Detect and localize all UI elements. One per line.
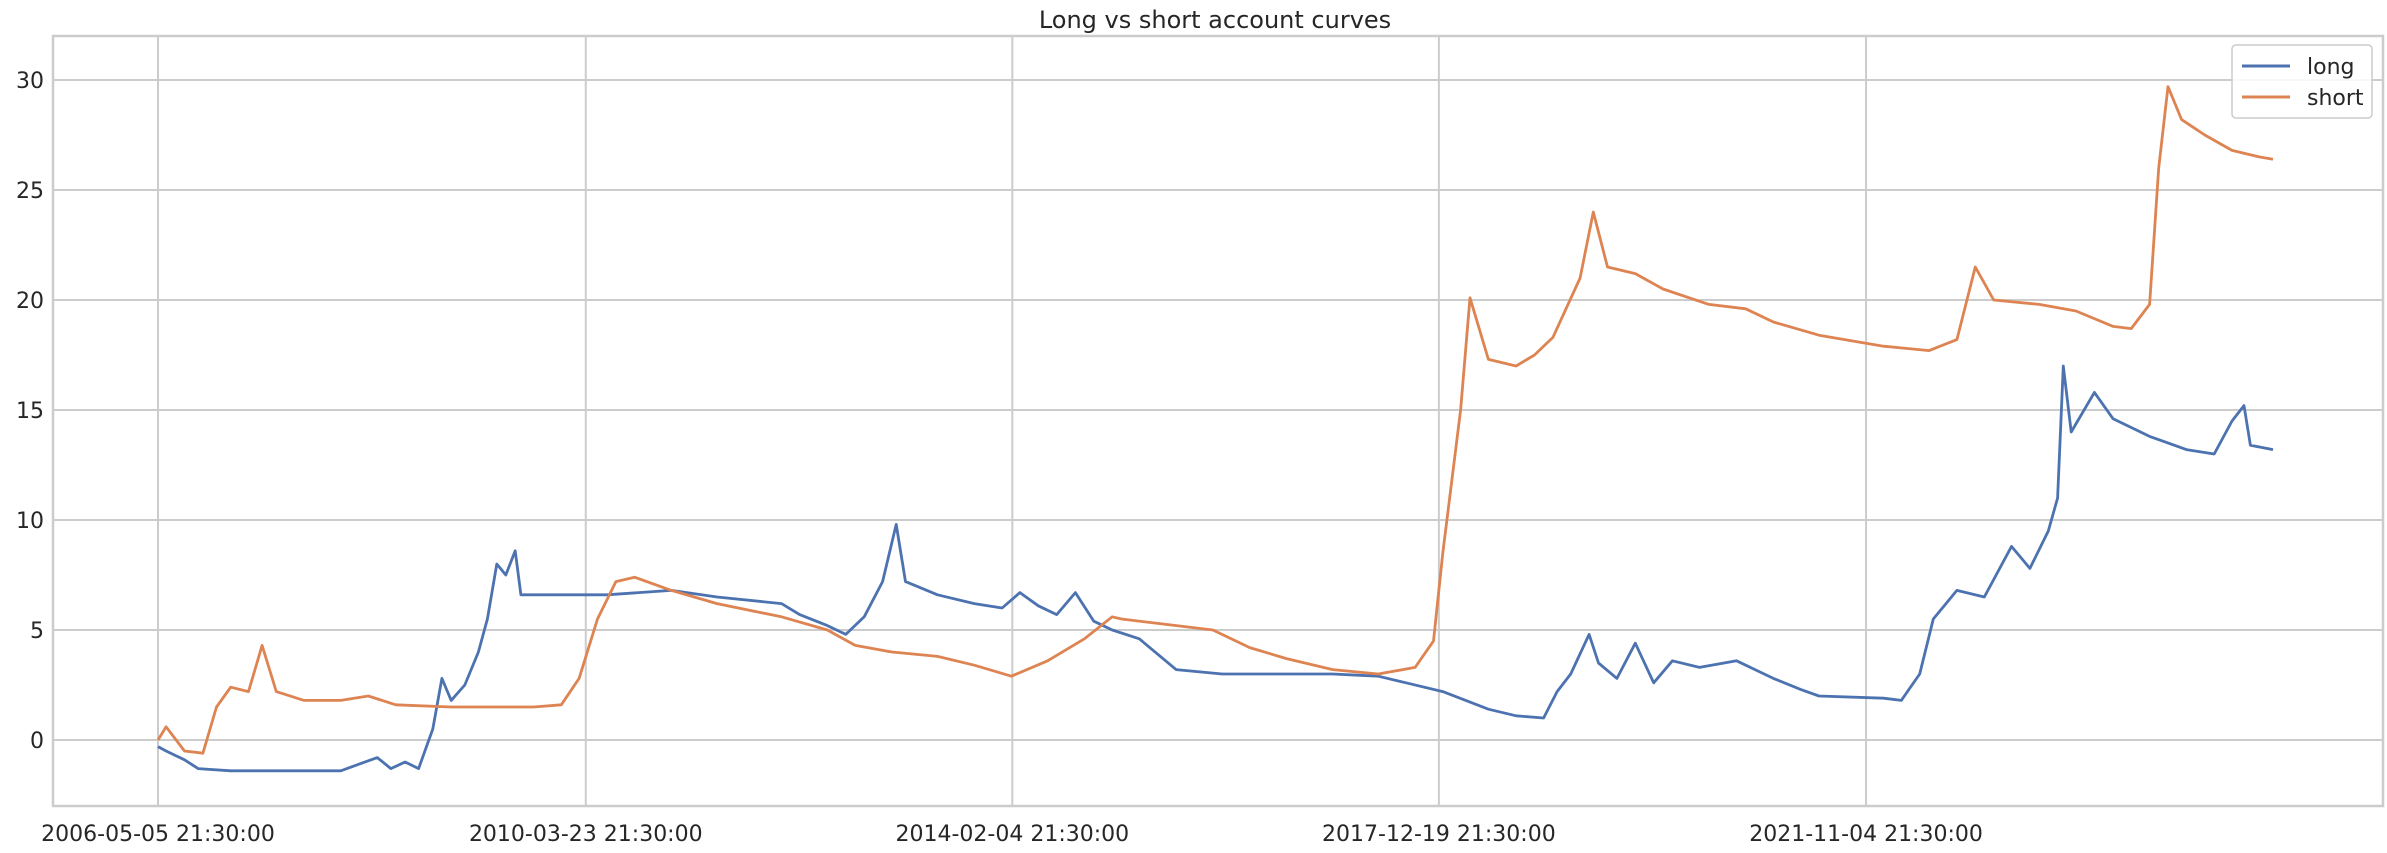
plot-frame xyxy=(51,34,2385,808)
y-tick-label: 5 xyxy=(30,619,44,644)
chart-title: Long vs short account curves xyxy=(1039,6,1391,34)
legend-label-long: long xyxy=(2307,55,2354,80)
x-tick-label: 2017-12-19 21:30:00 xyxy=(1322,822,1556,847)
series-line-short xyxy=(156,85,2274,755)
y-tick-label: 15 xyxy=(16,399,44,424)
x-tick-label: 2014-02-04 21:30:00 xyxy=(895,822,1129,847)
y-tick-label: 20 xyxy=(16,289,44,314)
y-tick-label: 25 xyxy=(16,179,44,204)
y-tick-label: 0 xyxy=(30,729,44,754)
x-tick-label: 2010-03-23 21:30:00 xyxy=(469,822,703,847)
legend-label-short: short xyxy=(2307,86,2364,111)
legend-box xyxy=(2231,44,2373,119)
series-lines xyxy=(156,85,2274,773)
legend: long short xyxy=(2231,44,2373,119)
series-line-long xyxy=(157,364,2274,773)
y-axis-ticks: 0 5 10 15 20 25 30 xyxy=(16,69,44,754)
y-tick-label: 10 xyxy=(16,509,44,534)
x-tick-label: 2021-11-04 21:30:00 xyxy=(1749,822,1983,847)
grid xyxy=(53,36,2383,806)
x-axis-ticks: 2006-05-05 21:30:00 2010-03-23 21:30:00 20… xyxy=(41,822,1983,847)
y-tick-label: 30 xyxy=(16,69,44,94)
x-tick-label: 2006-05-05 21:30:00 xyxy=(41,822,275,847)
